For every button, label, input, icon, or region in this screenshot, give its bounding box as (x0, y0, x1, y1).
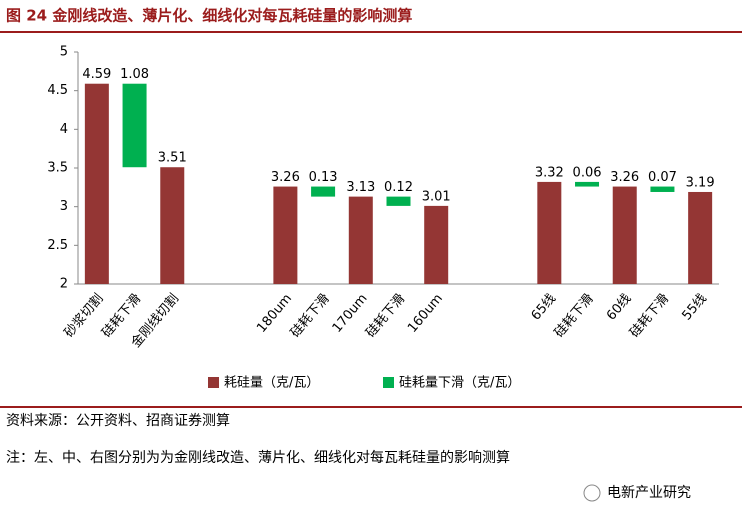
y-tick-label: 3 (60, 199, 68, 214)
note: 注：左、中、右图分别为为金刚线改造、薄片化、细线化对每瓦耗硅量的影响测算 (6, 450, 510, 466)
y-tick-label: 4.5 (47, 83, 68, 98)
chart-title: 图 24 金刚线改造、薄片化、细线化对每瓦耗硅量的影响测算 (6, 7, 412, 25)
value-label: 3.26 (610, 170, 639, 185)
drop-bar (311, 186, 336, 197)
value-label: 3.19 (686, 175, 715, 190)
bar (84, 83, 109, 284)
drop-bar (575, 181, 600, 187)
x-tick-label: 硅耗下滑 (288, 291, 333, 340)
x-tick-label: 65线 (529, 291, 559, 323)
value-label: 3.26 (271, 170, 300, 185)
watermark: 电新产业研究 (607, 485, 691, 501)
x-tick-label: 55线 (679, 291, 709, 323)
bar (612, 186, 637, 284)
y-tick-label: 3.5 (47, 161, 68, 176)
value-label: 0.13 (309, 170, 338, 185)
value-label: 3.13 (346, 180, 375, 195)
legend-label: 耗硅量（克/瓦） (224, 376, 319, 391)
y-tick-label: 4 (60, 122, 68, 137)
bar (537, 181, 562, 284)
source: 资料来源：公开资料、招商证券测算 (6, 413, 230, 429)
value-label: 0.12 (384, 180, 413, 195)
watermark-icon (583, 484, 601, 502)
legend-label: 硅耗量下滑（克/瓦） (399, 376, 520, 391)
x-tick-label: 160um (405, 291, 446, 336)
legend-swatch (208, 377, 219, 388)
bar (348, 196, 373, 284)
value-label: 1.08 (120, 67, 149, 82)
value-label: 0.07 (648, 170, 677, 185)
x-tick-label: 硅耗下滑 (363, 291, 408, 340)
y-tick-label: 2.5 (47, 238, 68, 253)
legend-swatch (383, 377, 394, 388)
y-tick-label: 2 (60, 277, 68, 292)
drop-bar (122, 83, 147, 168)
value-label: 4.59 (82, 67, 111, 82)
bar (688, 191, 713, 284)
drop-bar (650, 186, 675, 192)
y-tick-label: 5 (60, 45, 68, 60)
bar (424, 205, 449, 284)
x-tick-label: 硅耗下滑 (627, 291, 672, 340)
drop-bar (386, 196, 411, 206)
value-label: 3.01 (422, 189, 451, 204)
x-tick-label: 砂浆切割 (61, 291, 107, 341)
value-label: 0.06 (573, 165, 602, 180)
value-label: 3.51 (158, 151, 187, 166)
bar (160, 167, 185, 284)
bar (273, 186, 298, 284)
value-label: 3.32 (535, 165, 564, 180)
x-tick-label: 60线 (604, 291, 634, 323)
x-tick-label: 硅耗下滑 (552, 291, 597, 340)
